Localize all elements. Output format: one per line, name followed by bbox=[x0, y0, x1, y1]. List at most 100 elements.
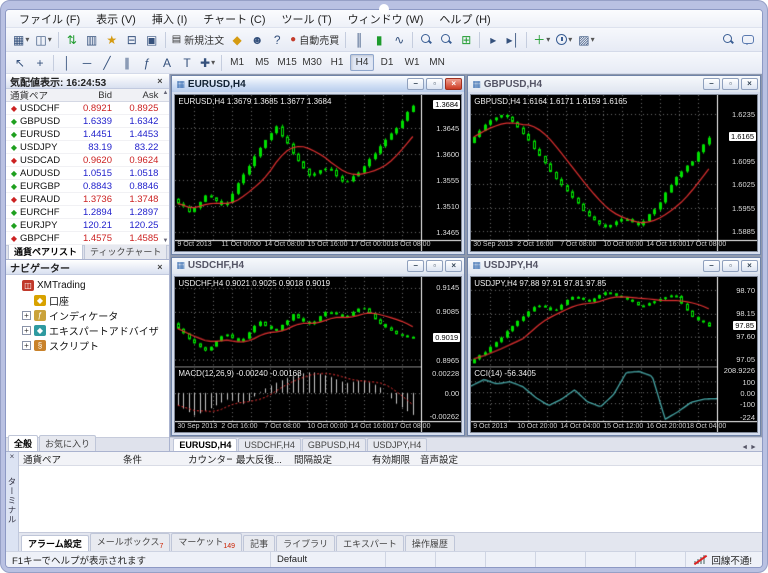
market-watch-tab[interactable]: ティックチャート bbox=[84, 243, 168, 259]
text-label-button[interactable]: T bbox=[177, 53, 197, 72]
market-row[interactable]: ◆ AUDUSD 1.0515 1.0518 bbox=[6, 167, 170, 180]
chart-tab[interactable]: GBPUSD,H4 bbox=[301, 438, 366, 451]
chart-plot[interactable]: USDJPY,H4 97.88 97.91 97.81 97.85 CCI(14… bbox=[470, 275, 758, 433]
terminal-column[interactable]: 条件 bbox=[123, 454, 143, 466]
menu-item[interactable]: 表示 (V) bbox=[96, 13, 136, 26]
close-icon[interactable]: × bbox=[157, 76, 163, 86]
channel-button[interactable]: ∥ bbox=[117, 53, 137, 72]
vertical-line-button[interactable]: │ bbox=[57, 53, 77, 72]
strategy-tester-toggle[interactable]: ▣ bbox=[142, 30, 162, 49]
scroll-up-icon[interactable]: ▲ bbox=[162, 90, 169, 96]
templates-button[interactable]: ▨ ▾ bbox=[575, 30, 597, 49]
nav-item-indicators[interactable]: + ƒ インディケータ bbox=[8, 308, 167, 323]
chart-titlebar[interactable]: ▦ GBPUSD,H4 – ▫ × bbox=[468, 76, 760, 92]
menu-item[interactable]: 挿入 (I) bbox=[151, 13, 188, 26]
chart-tab[interactable]: USDCHF,H4 bbox=[238, 438, 301, 451]
minimize-button[interactable]: – bbox=[407, 78, 425, 90]
timeframe-mn[interactable]: MN bbox=[429, 57, 445, 68]
auto-scroll-toggle[interactable]: ▸ bbox=[483, 30, 503, 49]
tile-windows-button[interactable]: ⊞ bbox=[456, 30, 476, 49]
close-icon[interactable]: × bbox=[157, 262, 163, 272]
market-row[interactable]: ◆ EURJPY 120.21 120.25 bbox=[6, 219, 170, 232]
terminal-tab[interactable]: 記事 bbox=[243, 535, 276, 551]
search-button[interactable] bbox=[718, 30, 738, 49]
terminal-column[interactable]: カウンター bbox=[188, 454, 232, 466]
terminal-tab[interactable]: エキスパート bbox=[336, 535, 404, 551]
minimize-button[interactable]: – bbox=[703, 259, 720, 272]
terminal-toggle[interactable]: ⊟ bbox=[122, 30, 142, 49]
market-row[interactable]: ◆ USDJPY 83.19 83.22 bbox=[6, 141, 170, 154]
timeframe-h4[interactable]: H4 bbox=[350, 54, 375, 71]
chart-window-gbpusd[interactable]: ▦ GBPUSD,H4 – ▫ × GBPUSD,H4 1.6164 1.617… bbox=[467, 75, 761, 255]
terminal-tab[interactable]: 操作履歴 bbox=[404, 535, 455, 551]
cursor-button[interactable]: ↖ bbox=[10, 53, 30, 72]
chart-titlebar[interactable]: ▦ EURUSD,H4 – ▫ × bbox=[172, 76, 465, 92]
expand-icon[interactable]: + bbox=[22, 326, 31, 335]
expand-icon[interactable]: + bbox=[22, 311, 31, 320]
minimize-button[interactable]: – bbox=[407, 259, 425, 272]
navigator-tab[interactable]: お気に入り bbox=[39, 435, 97, 451]
market-row[interactable]: ◆ EURAUD 1.3736 1.3748 bbox=[6, 193, 170, 206]
market-row[interactable]: ◆ GBPUSD 1.6339 1.6342 bbox=[6, 115, 170, 128]
line-chart-button[interactable]: ∿ bbox=[389, 30, 409, 49]
chart-window-usdchf[interactable]: ▦ USDCHF,H4 – ▫ × USDCHF,H4 0.9021 0 bbox=[171, 256, 466, 436]
minimize-button[interactable]: – bbox=[703, 78, 720, 90]
menu-item[interactable]: チャート (C) bbox=[203, 13, 266, 26]
chart-tab[interactable]: USDJPY,H4 bbox=[366, 438, 428, 451]
timeframe-h1[interactable]: H1 bbox=[330, 57, 344, 68]
horizontal-line-button[interactable]: ─ bbox=[77, 53, 97, 72]
close-button[interactable]: × bbox=[445, 259, 463, 272]
status-profile[interactable]: Default bbox=[271, 552, 386, 567]
market-row[interactable]: ◆ GBPCHF 1.4575 1.4585 bbox=[6, 232, 170, 245]
close-button[interactable]: × bbox=[741, 259, 758, 272]
chart-plot[interactable]: EURUSD,H4 1.3679 1.3685 1.3677 1.3684 1.3… bbox=[174, 94, 463, 252]
restore-button[interactable]: ▫ bbox=[722, 259, 739, 272]
text-button[interactable]: A bbox=[157, 53, 177, 72]
market-watch-tab[interactable]: 通貨ペアリスト bbox=[8, 243, 84, 259]
chart-plot[interactable]: USDCHF,H4 0.9021 0.9025 0.9018 0.9019 MA… bbox=[174, 275, 463, 433]
community-button[interactable]: ☻ bbox=[247, 30, 267, 49]
metaeditor-button[interactable]: ◆ bbox=[227, 30, 247, 49]
autotrade-button[interactable]: ● 自動売買 bbox=[287, 30, 342, 49]
close-icon[interactable]: × bbox=[9, 452, 15, 461]
chart-titlebar[interactable]: ▦ USDJPY,H4 – ▫ × bbox=[468, 257, 760, 274]
menu-item[interactable]: ウィンドウ (W) bbox=[347, 13, 424, 26]
trendline-button[interactable]: ╱ bbox=[97, 53, 117, 72]
terminal-tab[interactable]: ライブラリ bbox=[276, 535, 336, 551]
tab-scroll-arrows[interactable]: ◄ ► bbox=[741, 444, 757, 451]
terminal-tab[interactable]: メールボックス7 bbox=[89, 533, 171, 551]
menu-item[interactable]: ツール (T) bbox=[281, 13, 332, 26]
nav-item-accounts[interactable]: ◆ 口座 bbox=[8, 293, 167, 308]
menu-item[interactable]: ヘルプ (H) bbox=[439, 13, 491, 26]
timeframe-m15[interactable]: M15 bbox=[277, 57, 297, 68]
terminal-column[interactable]: 通貨ペア bbox=[23, 454, 62, 466]
restore-button[interactable]: ▫ bbox=[426, 259, 444, 272]
navigator-tab[interactable]: 全般 bbox=[8, 435, 39, 451]
profiles-button[interactable]: ◫ ▾ bbox=[32, 30, 54, 49]
timeframe-m1[interactable]: M1 bbox=[230, 57, 245, 68]
indicators-button[interactable]: ＋ ▾ bbox=[530, 30, 553, 49]
nav-item-scripts[interactable]: + § スクリプト bbox=[8, 338, 167, 353]
periods-button[interactable]: ▾ bbox=[553, 30, 575, 49]
chart-window-usdjpy[interactable]: ▦ USDJPY,H4 – ▫ × USDJPY,H4 97.88 97 bbox=[467, 256, 761, 436]
data-window-toggle[interactable]: ▥ bbox=[82, 30, 102, 49]
timeframe-m5[interactable]: M5 bbox=[255, 57, 270, 68]
candlestick-chart-button[interactable]: ▮ bbox=[369, 30, 389, 49]
close-button[interactable]: × bbox=[741, 78, 758, 90]
terminal-column[interactable]: 最大反復... bbox=[236, 454, 282, 466]
chat-button[interactable] bbox=[738, 30, 758, 49]
scroll-down-icon[interactable]: ▼ bbox=[162, 238, 169, 244]
help-button[interactable]: ? bbox=[267, 30, 287, 49]
chart-plot[interactable]: GBPUSD,H4 1.6164 1.6171 1.6159 1.6165 1.6… bbox=[470, 94, 758, 252]
navigator-toggle[interactable]: ★ bbox=[102, 30, 122, 49]
bar-chart-button[interactable]: ║ bbox=[349, 30, 369, 49]
chart-titlebar[interactable]: ▦ USDCHF,H4 – ▫ × bbox=[172, 257, 465, 274]
chart-tab[interactable]: EURUSD,H4 bbox=[173, 438, 238, 451]
market-row[interactable]: ◆ EURGBP 0.8843 0.8846 bbox=[6, 180, 170, 193]
close-button[interactable]: × bbox=[445, 78, 463, 90]
menu-item[interactable]: ファイル (F) bbox=[19, 13, 81, 26]
terminal-tab[interactable]: アラーム設定 bbox=[21, 535, 89, 551]
new-order-button[interactable]: ▤ 新規注文 bbox=[169, 30, 227, 49]
new-chart-button[interactable]: ▦ ▾ bbox=[10, 30, 32, 49]
restore-button[interactable]: ▫ bbox=[722, 78, 739, 90]
